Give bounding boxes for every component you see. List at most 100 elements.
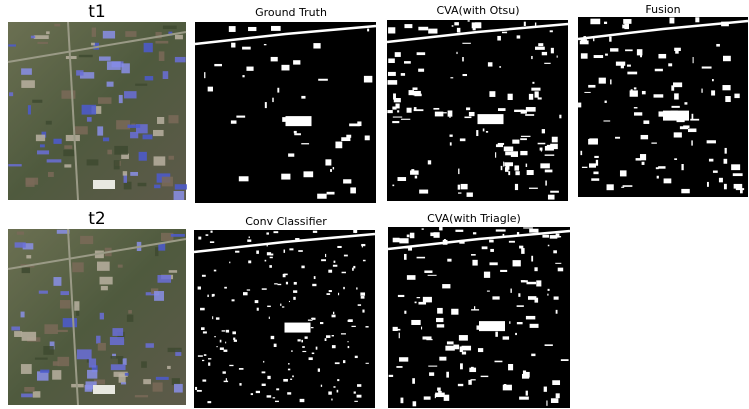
change-blob	[551, 48, 554, 54]
change-blob	[719, 178, 723, 183]
change-blob	[538, 43, 543, 46]
change-blob	[526, 107, 536, 112]
change-blob	[713, 171, 718, 173]
building	[35, 358, 48, 360]
change-blob	[302, 346, 305, 348]
change-blob	[478, 348, 483, 352]
change-blob	[544, 387, 547, 392]
change-blob	[392, 121, 399, 123]
change-blob	[387, 110, 392, 113]
change-blob	[423, 297, 432, 303]
change-blob	[284, 274, 288, 276]
change-blob	[232, 299, 235, 301]
building	[163, 71, 169, 79]
change-blob	[200, 308, 205, 311]
change-blob	[550, 30, 553, 32]
change-blob	[302, 351, 306, 352]
building	[118, 359, 123, 364]
building	[121, 382, 126, 384]
change-blob	[207, 295, 208, 297]
building	[21, 312, 25, 318]
change-blob	[510, 289, 511, 293]
change-blob	[559, 115, 561, 119]
change-blob	[291, 350, 293, 351]
building	[17, 232, 24, 235]
change-blob	[474, 306, 475, 309]
change-blob	[599, 78, 606, 84]
change-blob	[444, 239, 446, 244]
change-blob	[462, 43, 470, 44]
change-blob	[548, 195, 555, 200]
change-blob	[212, 316, 213, 319]
change-blob	[458, 384, 463, 386]
change-blob	[675, 48, 678, 54]
change-blob	[634, 112, 642, 115]
change-blob	[517, 232, 519, 236]
building	[87, 117, 92, 122]
change-blob	[412, 378, 415, 384]
change-blob	[335, 142, 342, 149]
change-blob	[540, 163, 550, 168]
change-blob	[621, 187, 624, 188]
change-blob	[594, 55, 603, 58]
change-blob	[264, 44, 267, 45]
change-blob	[401, 73, 405, 76]
building	[87, 159, 99, 165]
building	[153, 383, 163, 392]
change-blob	[515, 333, 517, 335]
change-blob	[314, 276, 316, 279]
change-blob	[691, 140, 692, 145]
building	[155, 247, 158, 256]
change-blob	[341, 333, 346, 334]
building	[22, 332, 36, 341]
change-blob	[274, 283, 278, 284]
change-blob	[332, 315, 336, 318]
change-blob	[535, 91, 539, 97]
change-blob	[523, 370, 526, 374]
building	[124, 91, 137, 98]
building	[110, 337, 124, 345]
change-blob	[328, 270, 332, 273]
change-blob	[392, 185, 394, 187]
change-blob	[531, 256, 533, 262]
change-blob	[725, 148, 727, 154]
change-blob	[395, 52, 401, 57]
change-blob	[325, 254, 326, 257]
building	[174, 191, 185, 200]
change-blob	[545, 154, 555, 155]
change-blob	[231, 120, 237, 123]
change-blob	[343, 287, 345, 289]
building	[155, 41, 168, 44]
building	[128, 125, 141, 128]
change-blob	[445, 346, 454, 351]
change-blob	[266, 232, 269, 234]
building	[121, 63, 129, 73]
change-blob	[643, 120, 649, 124]
change-blob	[334, 261, 336, 263]
change-blob	[589, 163, 596, 167]
change-blob	[512, 140, 519, 144]
change-blob	[197, 390, 202, 392]
change-blob	[471, 379, 476, 380]
building	[96, 336, 100, 344]
change-blob	[523, 227, 533, 228]
change-blob	[452, 25, 454, 27]
building	[24, 387, 34, 392]
change-blob	[435, 394, 436, 398]
change-blob	[214, 64, 222, 66]
change-blob	[280, 304, 281, 306]
change-blob	[503, 234, 505, 236]
change-blob	[531, 56, 532, 59]
change-blob	[367, 29, 369, 32]
change-blob	[353, 266, 355, 268]
change-blob	[531, 88, 540, 91]
change-blob	[707, 182, 709, 187]
change-blob	[588, 139, 598, 145]
change-blob	[558, 268, 563, 272]
change-blob	[198, 237, 201, 240]
building	[8, 164, 21, 166]
change-blob	[534, 267, 537, 271]
change-blob	[220, 340, 222, 343]
change-blob	[232, 331, 236, 334]
change-blob	[428, 160, 431, 164]
